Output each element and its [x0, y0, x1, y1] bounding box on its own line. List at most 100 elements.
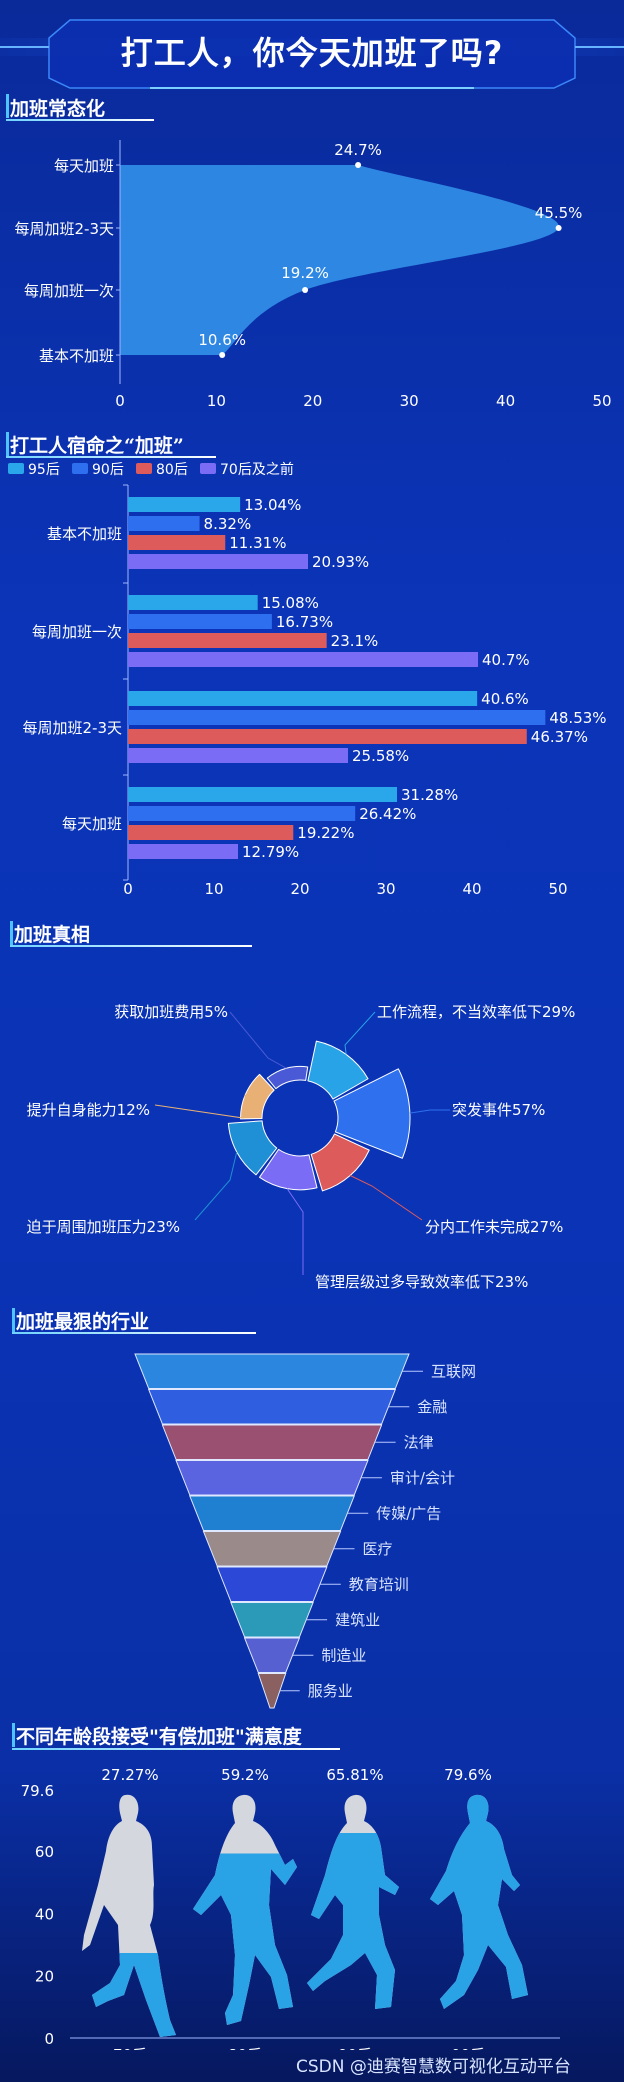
x-tick-label: 90后 — [338, 2046, 372, 2050]
y-tick-label: 20 — [35, 1968, 54, 1986]
funnel-label: 互联网 — [431, 1362, 476, 1380]
rose-pie-chart-overtime-reasons: 工作流程，不当效率低下29% 突发事件57% 分内工作未完成27% 管理层级过多导致效… — [27, 1003, 576, 1290]
legend-label: 80后 — [156, 462, 188, 478]
section-marker — [12, 1723, 15, 1747]
data-point — [219, 352, 226, 358]
pie-slice — [310, 1133, 370, 1192]
section-underline — [6, 119, 154, 121]
bar — [128, 691, 478, 706]
legend-item: 90后 — [72, 462, 124, 478]
bar-value-label: 19.22% — [297, 824, 354, 842]
y-tick-label: 60 — [35, 1843, 54, 1861]
bar — [128, 497, 241, 512]
figure-bar — [82, 1794, 176, 2037]
section-title-s5: 不同年龄段接受"有偿加班"满意度 — [16, 1726, 302, 1748]
bar-value-label: 8.32% — [204, 515, 252, 533]
pie-slice — [307, 1040, 369, 1100]
bar — [128, 825, 294, 840]
pie-slice — [333, 1068, 411, 1159]
section-underline — [6, 456, 216, 458]
category-label: 每天加班 — [62, 815, 122, 833]
category-label: 每周加班一次 — [32, 623, 122, 641]
bar — [128, 844, 238, 859]
legend-swatch — [8, 463, 24, 474]
legend-swatch — [200, 463, 216, 474]
grouped-bar-chart-generations: 95后 90后 80后 70后及之前 13.04%8.32%11.31% 20.93% 基本… — [8, 461, 607, 898]
funnel-segment — [230, 1602, 314, 1638]
bar-value-label: 23.1% — [331, 632, 379, 650]
x-tick-label: 50 — [592, 392, 611, 410]
leader-line — [349, 1175, 423, 1221]
bar-value-label: 40.7% — [482, 651, 530, 669]
category-label: 每天加班 — [54, 157, 114, 175]
area-shape — [120, 165, 559, 355]
section-title-s3: 加班真相 — [14, 924, 91, 946]
figure-fill — [92, 1953, 176, 2037]
bar-value-label: 65.81% — [326, 1766, 383, 1784]
bar-value-label: 59.2% — [221, 1766, 269, 1784]
pictorial-bar-chart-satisfaction: 0 20 40 60 79.6 27.27% 70后 59.2% 80后 65.81% 90后 79.… — [21, 1766, 560, 2050]
legend-label: 70后及之前 — [220, 461, 294, 478]
section-underline — [12, 1748, 340, 1750]
data-point — [555, 225, 562, 231]
bar — [128, 614, 272, 629]
category-label: 基本不加班 — [47, 525, 122, 543]
bar-value-label: 15.08% — [262, 594, 319, 612]
funnel-label: 建筑业 — [335, 1611, 380, 1629]
funnel-label: 教育培训 — [349, 1575, 409, 1593]
slice-label: 工作流程，不当效率低下29% — [377, 1003, 575, 1021]
funnel-label: 制造业 — [321, 1646, 366, 1664]
funnel-segment — [202, 1531, 342, 1567]
slice-label: 突发事件57% — [452, 1101, 545, 1119]
slice-label: 获取加班费用5% — [114, 1003, 228, 1021]
section-title-s1: 加班常态化 — [10, 98, 106, 120]
x-tick-label: 30 — [376, 880, 395, 898]
leader-line — [194, 1151, 238, 1221]
funnel-segment — [161, 1424, 383, 1460]
y-tick-label: 0 — [44, 2030, 54, 2048]
x-tick-label: 40 — [462, 880, 481, 898]
section-title-s2: 打工人宿命之“加班” — [10, 435, 184, 457]
slice-label: 提升自身能力12% — [27, 1101, 150, 1119]
figure-bar — [193, 1794, 297, 2025]
funnel-label: 审计/会计 — [390, 1469, 455, 1487]
header-bar — [0, 0, 624, 110]
leader-line — [286, 1188, 304, 1275]
funnel-label: 服务业 — [308, 1682, 353, 1700]
leader-line — [229, 1011, 287, 1069]
data-point — [355, 162, 362, 168]
leader-line — [154, 1094, 246, 1119]
bar — [128, 748, 348, 763]
page-title: 打工人，你今天加班了吗? — [120, 34, 504, 72]
data-label: 10.6% — [198, 331, 246, 349]
figure-bar — [430, 1794, 528, 2009]
x-tick-label: 30 — [400, 392, 419, 410]
legend-label: 90后 — [92, 462, 124, 478]
bar — [128, 710, 546, 725]
slice-label: 分内工作未完成27% — [425, 1218, 563, 1236]
y-tick-label: 79.6 — [21, 1782, 54, 1800]
bar — [128, 633, 327, 648]
figure-bar — [307, 1794, 399, 2009]
bar — [128, 806, 356, 821]
bar — [128, 516, 200, 531]
pie-slice — [227, 1120, 278, 1176]
figure-fill — [193, 1853, 297, 2025]
category-label: 每周加班2-3天 — [22, 719, 122, 737]
section-marker — [6, 94, 9, 118]
x-tick-label: 70后 — [113, 2046, 147, 2050]
legend-item: 70后及之前 — [200, 461, 294, 478]
footer-watermark: CSDN @迪赛智慧数可视化互动平台 — [296, 2057, 571, 2077]
slice-label: 迫于周围加班压力23% — [27, 1218, 180, 1236]
leader-line — [344, 1011, 376, 1055]
bar-value-label: 11.31% — [229, 534, 286, 552]
category-label: 每周加班一次 — [24, 282, 114, 300]
bar — [128, 787, 398, 802]
funnel-segment — [216, 1566, 328, 1602]
bar-value-label: 20.93% — [312, 553, 369, 571]
funnel-segment — [175, 1460, 369, 1496]
legend-item: 80后 — [136, 462, 188, 478]
legend-label: 95后 — [28, 462, 60, 478]
